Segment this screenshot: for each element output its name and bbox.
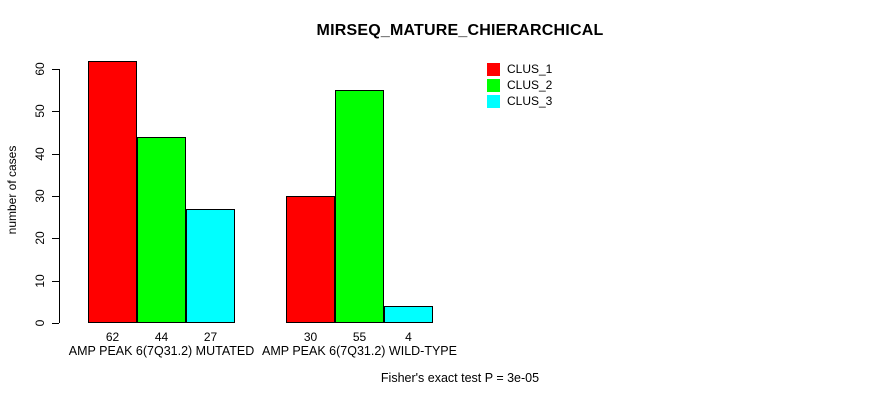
y-axis-tick-label: 60 (33, 62, 47, 76)
y-axis-tick-label: 30 (33, 189, 47, 203)
y-axis-line (59, 69, 60, 323)
y-axis-label: number of cases (5, 145, 19, 235)
bar-clus_1-group2 (286, 196, 335, 323)
y-axis-tick-label: 0 (33, 319, 47, 327)
bar-value-label: 30 (303, 330, 318, 344)
y-axis-tick (52, 280, 59, 282)
y-axis-tick-label: 20 (33, 231, 47, 246)
legend-swatch-clus_2 (487, 78, 500, 92)
legend-swatch-clus_3 (487, 94, 500, 108)
bar-value-label: 62 (105, 330, 120, 344)
y-axis-tick-label: 40 (33, 146, 47, 161)
legend-item: CLUS_2 (487, 77, 552, 93)
y-axis-tick (52, 323, 59, 324)
y-axis-tick (52, 69, 59, 70)
legend-label: CLUS_3 (507, 94, 553, 108)
y-axis-tick (52, 196, 59, 197)
bar-value-label: 44 (154, 330, 169, 344)
bar-clus_2-group2 (335, 90, 384, 323)
x-axis-group-label: AMP PEAK 6(7Q31.2) MUTATED (68, 344, 255, 358)
bar-clus_2-group1 (137, 136, 186, 323)
x-axis-group-label: AMP PEAK 6(7Q31.2) WILD-TYPE (262, 344, 457, 358)
y-axis-tick (52, 153, 59, 155)
bar-clus_3-group2 (384, 306, 433, 323)
legend-item: CLUS_3 (487, 93, 552, 109)
chart-title: MIRSEQ_MATURE_CHIERARCHICAL (316, 22, 604, 39)
bar-clus_3-group1 (186, 208, 235, 323)
bar-value-label: 4 (405, 330, 412, 344)
bar-value-label: 27 (203, 330, 218, 344)
legend-item: CLUS_1 (487, 61, 552, 77)
y-axis-tick (52, 238, 59, 240)
legend-label: CLUS_2 (507, 78, 553, 92)
bar-value-label: 55 (352, 330, 367, 344)
legend: CLUS_1 CLUS_2 CLUS_3 (487, 61, 552, 109)
bar-clus_1-group1 (88, 60, 137, 323)
legend-label: CLUS_1 (507, 62, 553, 76)
y-axis-tick-label: 10 (33, 273, 47, 288)
statistical-test-note: Fisher's exact test P = 3e-05 (380, 371, 540, 385)
y-axis-tick (52, 111, 59, 113)
y-axis-tick-label: 50 (33, 104, 47, 119)
legend-swatch-clus_1 (487, 62, 500, 76)
